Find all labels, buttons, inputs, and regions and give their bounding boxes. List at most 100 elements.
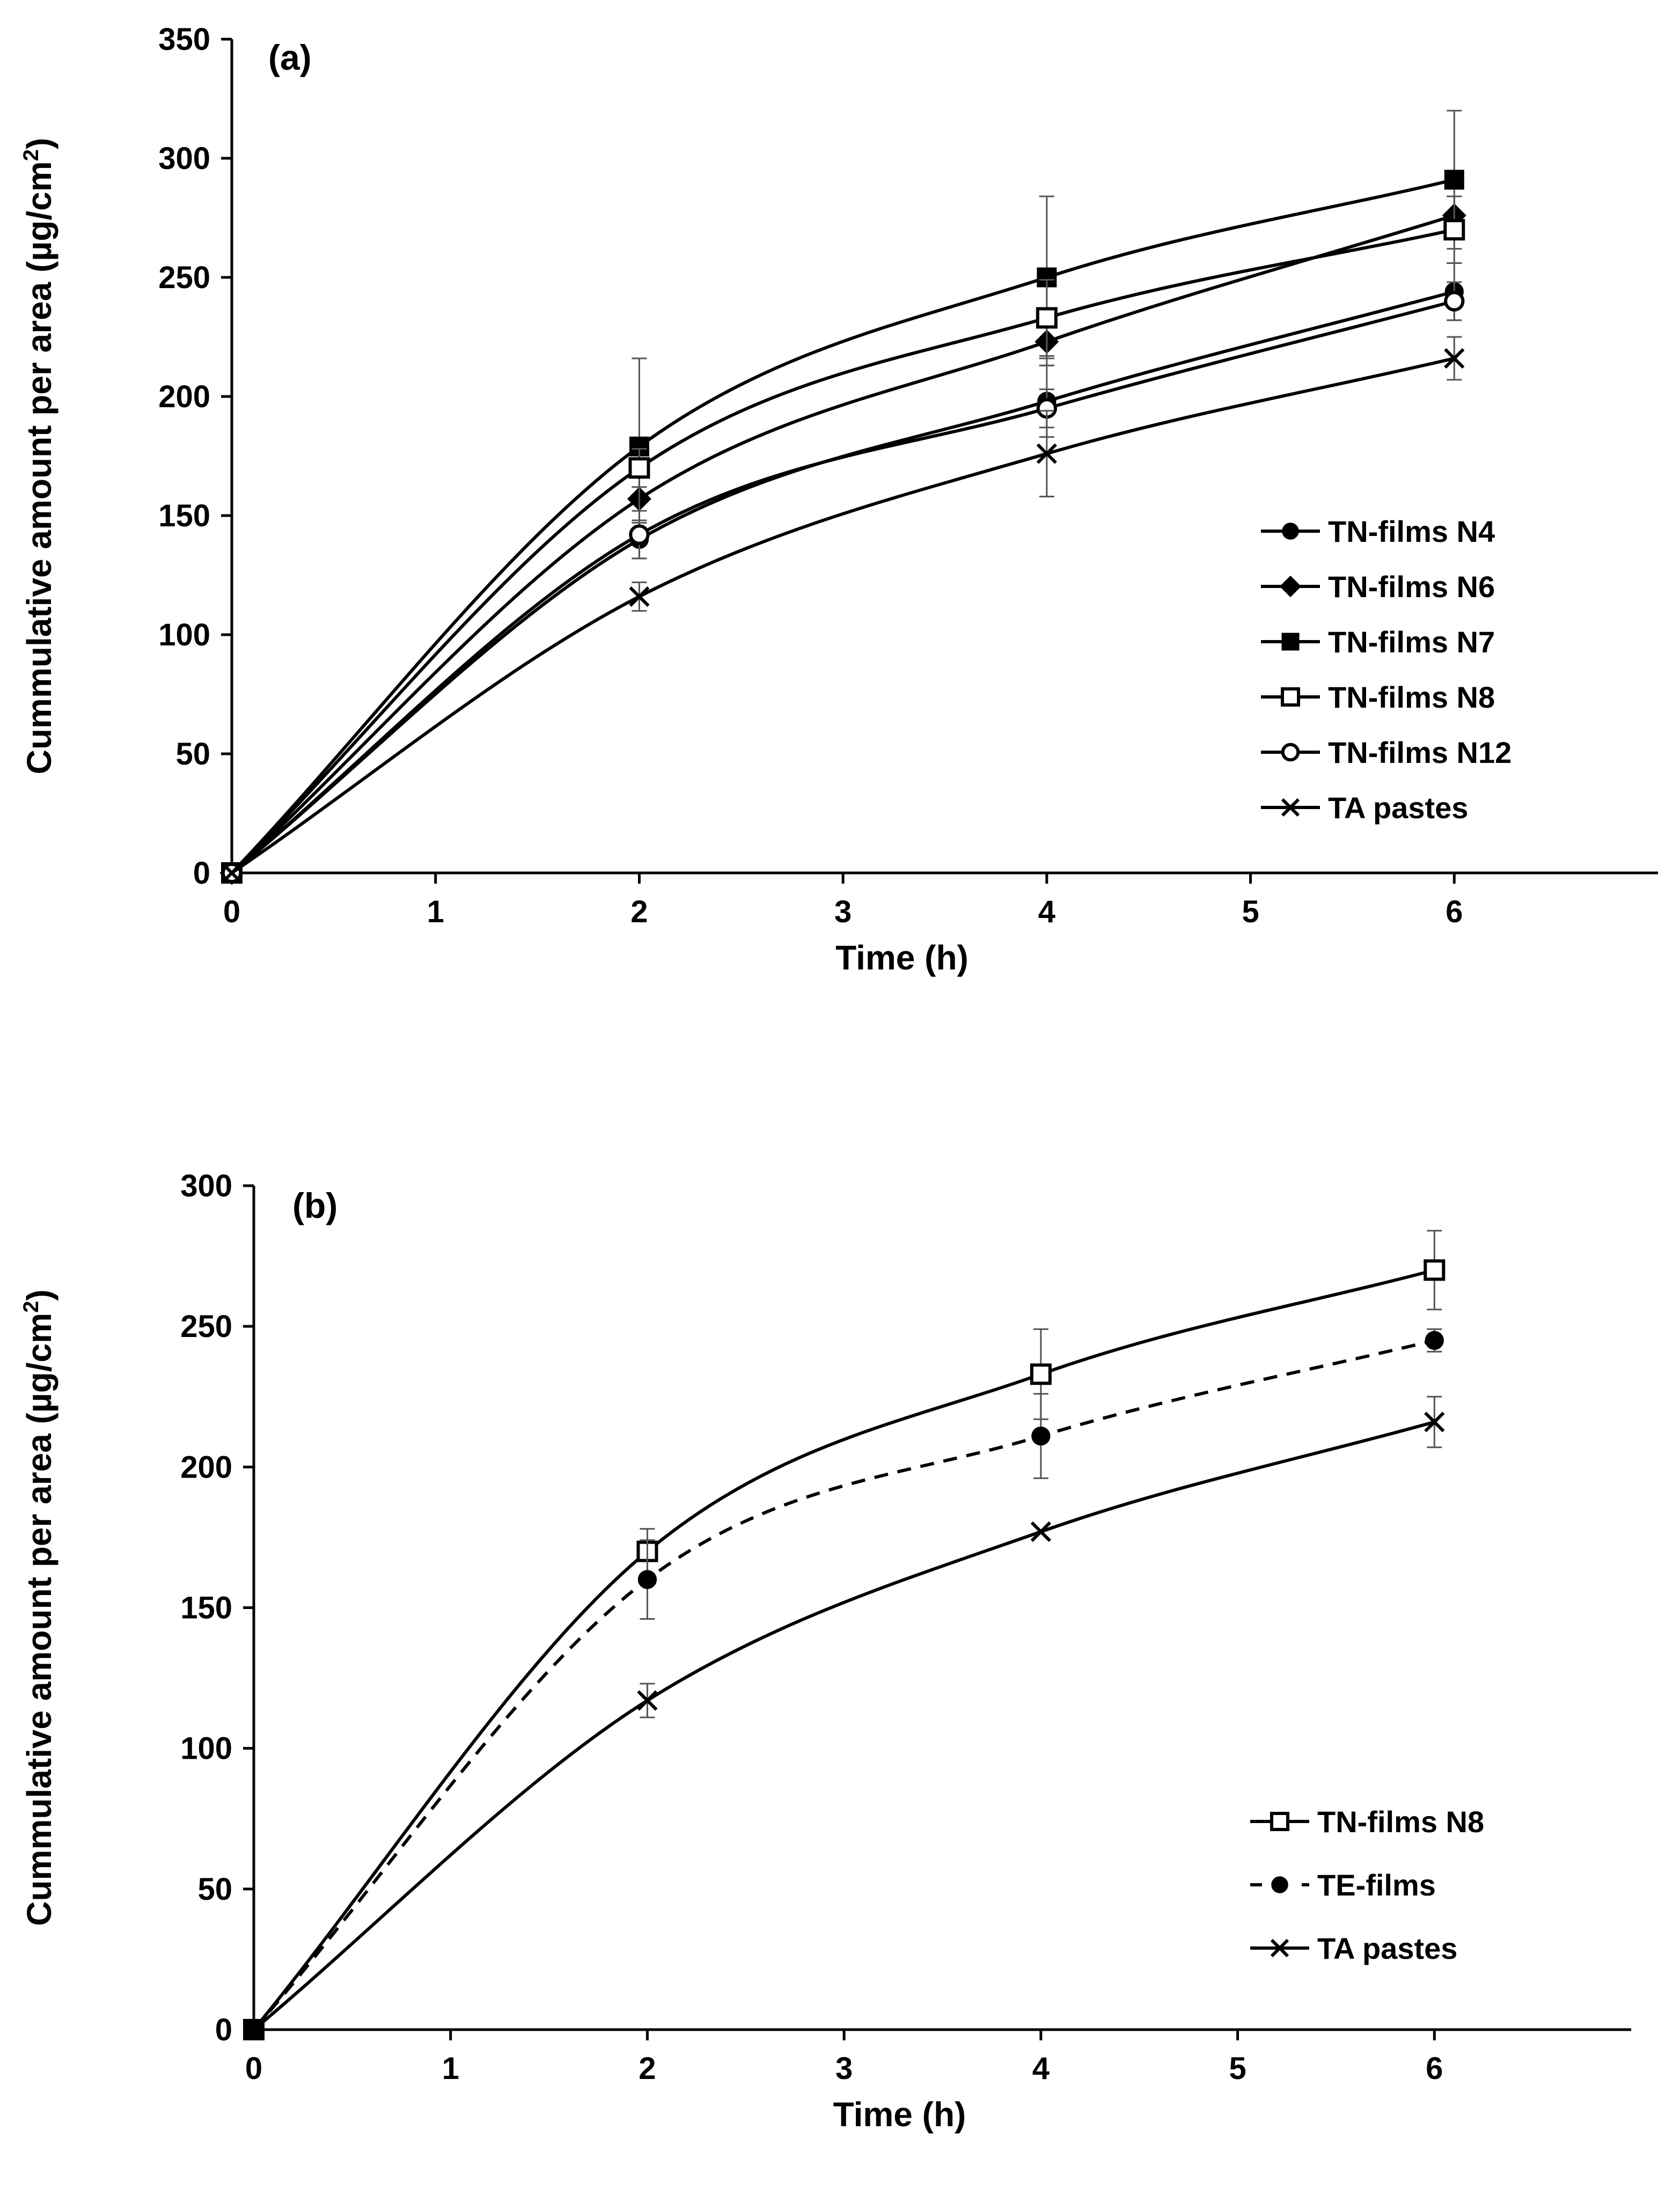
legend-label: TE-films bbox=[1317, 1868, 1436, 1902]
legend-label: TN-films N12 bbox=[1328, 736, 1512, 769]
y-tick-label: 300 bbox=[158, 141, 210, 176]
series-line bbox=[253, 1420, 1435, 2031]
legend-label: TA pastes bbox=[1328, 791, 1468, 825]
legend-marker bbox=[1270, 1938, 1289, 1958]
y-tick-label: 250 bbox=[158, 260, 210, 295]
x-tick-label: 2 bbox=[630, 894, 648, 929]
y-tick-label: 150 bbox=[180, 1591, 232, 1626]
legend-label: TN-films N8 bbox=[1317, 1805, 1484, 1839]
data-point-marker bbox=[1443, 219, 1465, 241]
series-line bbox=[231, 357, 1455, 875]
data-point-marker bbox=[1036, 307, 1058, 329]
x-tick-label: 1 bbox=[442, 2051, 459, 2086]
legend-entry: TN-films N8 bbox=[1261, 680, 1495, 714]
y-axis-title: Cummulative amount per area (µg/cm2) bbox=[19, 1289, 58, 1926]
x-tick-label: 1 bbox=[427, 894, 444, 929]
data-point-marker bbox=[1030, 1521, 1051, 1542]
legend-marker bbox=[1282, 523, 1299, 540]
data-point-marker bbox=[637, 1690, 658, 1711]
x-tick-label: 2 bbox=[639, 2051, 656, 2086]
y-axis-title-tail: ) bbox=[20, 138, 58, 149]
x-tick-label: 0 bbox=[223, 894, 240, 929]
chart-a: 0 50 100 150 200 250 300 350 0 1 2 3 4 5 6 Time (h) Cumm… bbox=[19, 22, 1658, 977]
series-tn-films-n8 bbox=[243, 1230, 1446, 2040]
legend-label: TN-films N7 bbox=[1328, 625, 1495, 659]
legend-entry: TE-films bbox=[1250, 1868, 1436, 1902]
data-point-marker bbox=[637, 1570, 657, 1589]
x-tick-label: 3 bbox=[834, 894, 852, 929]
legend-marker bbox=[1281, 687, 1300, 707]
x-tick-label: 6 bbox=[1446, 894, 1463, 929]
data-point-marker bbox=[1444, 291, 1465, 312]
chart-b: 0 50 100 150 200 250 300 0 1 2 3 4 5 6 Time (h) Cummula… bbox=[19, 1169, 1631, 2134]
data-point-marker bbox=[1425, 1331, 1444, 1350]
y-tick-label: 250 bbox=[180, 1309, 232, 1344]
y-tick-label: 0 bbox=[215, 2012, 232, 2047]
y-tick-label: 50 bbox=[197, 1872, 232, 1907]
x-tick-label: 5 bbox=[1229, 2051, 1246, 2086]
legend-entry: TN-films N12 bbox=[1261, 736, 1512, 769]
series-tn-films-n6 bbox=[219, 195, 1466, 885]
data-point-marker bbox=[1444, 170, 1464, 190]
legend-entry: TN-films N4 bbox=[1261, 515, 1495, 548]
series-line bbox=[231, 299, 1455, 875]
y-axis-title-tail: ) bbox=[20, 1289, 58, 1301]
y-tick-label: 150 bbox=[158, 498, 210, 533]
series-tn-films-n8 bbox=[221, 195, 1465, 884]
y-axis-title: Cummulative amount per area (µg/cm2) bbox=[19, 138, 58, 775]
data-point-marker bbox=[1036, 443, 1057, 464]
y-tick-label: 350 bbox=[158, 22, 210, 57]
series-line bbox=[252, 1339, 1435, 2031]
y-tick-label: 50 bbox=[175, 737, 210, 772]
legend-label: TA pastes bbox=[1317, 1931, 1457, 1965]
y-axis-title-main: Cummulative amount per area (µg/cm bbox=[20, 1313, 58, 1926]
data-point-marker bbox=[243, 2019, 265, 2040]
x-axis-title: Time (h) bbox=[833, 2095, 966, 2134]
data-point-marker bbox=[1424, 1259, 1446, 1281]
legend-entry: TA pastes bbox=[1261, 791, 1468, 825]
data-point-marker bbox=[1030, 1363, 1052, 1385]
data-point-marker bbox=[629, 586, 650, 607]
y-tick-label: 100 bbox=[180, 1731, 232, 1766]
legend-label: TN-films N4 bbox=[1328, 515, 1495, 548]
y-tick-label: 0 bbox=[193, 856, 210, 891]
y-axis-title-superscript: 2 bbox=[19, 149, 43, 161]
legend-entry: TN-films N8 bbox=[1250, 1805, 1484, 1839]
series-tn-films-n7 bbox=[222, 109, 1464, 883]
panel-label: (b) bbox=[292, 1186, 338, 1225]
legend-marker bbox=[1281, 633, 1300, 651]
panel-label: (a) bbox=[268, 38, 312, 77]
series-line bbox=[230, 214, 1455, 875]
y-axis-title-superscript: 2 bbox=[19, 1301, 43, 1313]
legend-marker bbox=[1270, 1812, 1289, 1831]
y-tick-label: 200 bbox=[180, 1450, 232, 1485]
data-point-marker bbox=[628, 457, 650, 479]
y-tick-label: 200 bbox=[158, 379, 210, 414]
y-axis-title-main: Cummulative amount per area (µg/cm bbox=[20, 161, 58, 774]
x-tick-label: 5 bbox=[1242, 894, 1259, 929]
legend-marker bbox=[1281, 743, 1300, 762]
series-te-films bbox=[244, 1328, 1444, 2039]
data-point-marker bbox=[221, 862, 243, 884]
series-ta-pastes bbox=[221, 336, 1465, 884]
series-line bbox=[230, 178, 1455, 875]
x-axis-title: Time (h) bbox=[835, 938, 969, 977]
legend-marker bbox=[1271, 1876, 1288, 1893]
series-line bbox=[231, 290, 1455, 875]
legend-entry: TA pastes bbox=[1250, 1931, 1457, 1965]
x-tick-label: 6 bbox=[1426, 2051, 1443, 2086]
legend-marker bbox=[1279, 575, 1302, 598]
y-tick-label: 300 bbox=[180, 1169, 232, 1203]
legend-label: TN-films N8 bbox=[1328, 680, 1495, 714]
x-tick-label: 0 bbox=[245, 2051, 262, 2086]
series-line bbox=[252, 1268, 1435, 2031]
series-tn-films-n4 bbox=[222, 262, 1464, 883]
x-tick-label: 4 bbox=[1032, 2051, 1050, 2086]
series-line bbox=[230, 228, 1455, 875]
legend-label: TN-films N6 bbox=[1328, 570, 1495, 604]
data-point-marker bbox=[1444, 348, 1465, 369]
legend-marker bbox=[1281, 798, 1300, 817]
x-tick-label: 4 bbox=[1038, 894, 1055, 929]
data-point-marker bbox=[1424, 1412, 1445, 1432]
